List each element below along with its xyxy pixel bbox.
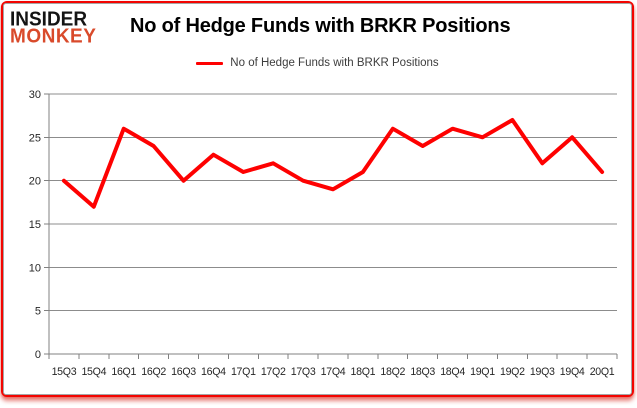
- svg-text:30: 30: [29, 89, 41, 101]
- svg-text:18Q1: 18Q1: [351, 366, 376, 378]
- svg-text:18Q2: 18Q2: [380, 366, 405, 378]
- insider-monkey-logo: INSIDER MONKEY: [10, 8, 128, 49]
- svg-text:16Q2: 16Q2: [141, 366, 166, 378]
- svg-text:19Q2: 19Q2: [500, 366, 525, 378]
- chart-card-frame: 0 5 10 15 20 25 30 15Q3 15Q4 16Q1 16Q2 16Q3 16Q4 17Q1…: [1, 1, 634, 397]
- chart-surface: 0 5 10 15 20 25 30 15Q3 15Q4 16Q1 16Q2 16Q3 16Q4 17Q1…: [3, 3, 632, 395]
- svg-text:19Q1: 19Q1: [470, 366, 495, 378]
- svg-text:10: 10: [29, 262, 41, 274]
- svg-text:20Q1: 20Q1: [590, 366, 615, 378]
- svg-text:15: 15: [29, 219, 41, 231]
- svg-text:5: 5: [35, 306, 41, 318]
- svg-text:16Q3: 16Q3: [171, 366, 196, 378]
- y-gridlines: [44, 93, 617, 355]
- svg-text:18Q3: 18Q3: [410, 366, 435, 378]
- chart-legend: No of Hedge Funds with BRKR Positions: [4, 57, 631, 69]
- svg-text:16Q4: 16Q4: [201, 366, 226, 378]
- svg-text:19Q3: 19Q3: [530, 366, 555, 378]
- svg-text:17Q3: 17Q3: [291, 366, 316, 378]
- legend-series-label: No of Hedge Funds with BRKR Positions: [230, 57, 439, 69]
- logo-insider-text: INSIDER: [10, 8, 88, 31]
- svg-text:25: 25: [29, 132, 41, 144]
- page-title: No of Hedge Funds with BRKR Positions: [130, 15, 511, 37]
- y-axis-labels: 0 5 10 15 20 25 30: [29, 89, 41, 361]
- svg-text:20: 20: [29, 176, 41, 188]
- svg-text:17Q1: 17Q1: [231, 366, 256, 378]
- svg-text:17Q2: 17Q2: [261, 366, 286, 378]
- svg-text:0: 0: [35, 349, 41, 361]
- axes: [48, 94, 618, 359]
- svg-text:18Q4: 18Q4: [440, 366, 465, 378]
- hedge-funds-line-chart: 0 5 10 15 20 25 30 15Q3 15Q4 16Q1 16Q2 16Q3 16Q4 17Q1…: [29, 89, 618, 378]
- legend-line-marker-icon: [196, 61, 224, 65]
- svg-text:15Q4: 15Q4: [81, 366, 106, 378]
- logo-monkey-text: MONKEY: [10, 26, 97, 49]
- svg-text:17Q4: 17Q4: [321, 366, 346, 378]
- svg-text:19Q4: 19Q4: [560, 366, 585, 378]
- series-line: [61, 118, 605, 209]
- svg-text:16Q1: 16Q1: [111, 366, 136, 378]
- svg-text:15Q3: 15Q3: [52, 366, 77, 378]
- x-axis-labels: 15Q3 15Q4 16Q1 16Q2 16Q3 16Q4 17Q1 17Q2 17Q3 17Q4…: [52, 366, 616, 378]
